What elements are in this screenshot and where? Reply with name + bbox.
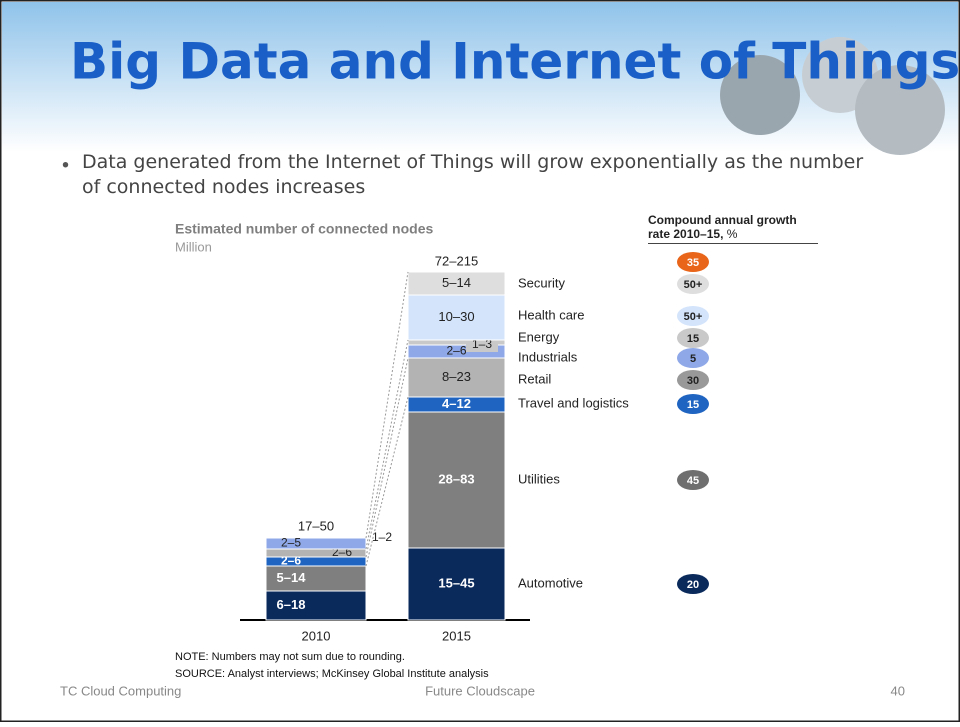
bar-total: 17–50 bbox=[298, 518, 334, 533]
bar-total: 72–215 bbox=[435, 253, 478, 268]
segment-label: 28–83 bbox=[438, 471, 474, 486]
growth-value: 45 bbox=[687, 475, 699, 487]
bar-category: 2015 bbox=[442, 628, 471, 643]
growth-badge bbox=[677, 348, 709, 368]
sector-label: Security bbox=[518, 275, 565, 290]
sky-background bbox=[2, 2, 958, 152]
bar-segment bbox=[407, 547, 506, 621]
growth-badge bbox=[677, 328, 709, 348]
segment-label: 1–3 bbox=[472, 337, 492, 351]
growth-value: 30 bbox=[687, 375, 699, 387]
sector-label: Health care bbox=[518, 307, 584, 322]
growth-badge bbox=[677, 252, 709, 272]
growth-badge bbox=[677, 574, 709, 594]
growth-badge bbox=[677, 394, 709, 414]
growth-value: 5 bbox=[690, 353, 696, 365]
bullet-dot: • bbox=[62, 154, 69, 176]
bar-category: 2010 bbox=[302, 628, 331, 643]
segment-label: 2–5 bbox=[281, 536, 301, 550]
bar-segment bbox=[407, 294, 506, 341]
segment-label: 4–12 bbox=[442, 396, 471, 411]
sector-label: Automotive bbox=[518, 575, 583, 590]
growth-value: 50+ bbox=[684, 279, 703, 291]
bar-segment bbox=[265, 590, 367, 621]
growth-value: 50+ bbox=[684, 311, 703, 323]
growth-badge bbox=[677, 306, 709, 326]
growth-value: 15 bbox=[687, 399, 699, 411]
footer-center: Future Cloudscape bbox=[425, 683, 535, 698]
bar-segment bbox=[265, 565, 367, 592]
chart-unit: Million bbox=[175, 239, 212, 254]
sector-label: Retail bbox=[518, 371, 551, 386]
growth-badge bbox=[677, 370, 709, 390]
callout-label: 1–2 bbox=[372, 530, 392, 544]
bar-segment bbox=[407, 271, 506, 296]
bullet-text: Data generated from the Internet of Thin… bbox=[82, 151, 864, 198]
sector-label: Industrials bbox=[518, 349, 578, 364]
segment-label: 6–18 bbox=[277, 597, 306, 612]
segment-label: 5–14 bbox=[277, 570, 307, 585]
connector bbox=[365, 396, 409, 567]
source: SOURCE: Analyst interviews; McKinsey Glo… bbox=[175, 668, 489, 680]
segment-label: 10–30 bbox=[438, 309, 474, 324]
sector-label: Travel and logistics bbox=[518, 395, 629, 410]
segment-label: 8–23 bbox=[442, 369, 471, 384]
slide-title: Big Data and Internet of Things bbox=[70, 33, 960, 91]
page-number: 40 bbox=[891, 683, 905, 698]
connector bbox=[365, 339, 409, 550]
connector bbox=[365, 357, 409, 558]
growth-header-box: Compound annual growth rate 2010–15, % bbox=[648, 213, 818, 244]
growth-unit: % bbox=[726, 227, 738, 241]
connector bbox=[365, 271, 409, 539]
bar-segment bbox=[407, 411, 506, 549]
bullet-box: Data generated from the Internet of Thin… bbox=[82, 151, 864, 198]
segment-label: 5–14 bbox=[442, 275, 471, 290]
footer-left: TC Cloud Computing bbox=[60, 683, 181, 698]
bar-segment bbox=[407, 357, 506, 398]
growth-value: 20 bbox=[687, 579, 699, 591]
bar-segment bbox=[265, 537, 367, 550]
growth-badge bbox=[677, 274, 709, 294]
note: NOTE: Numbers may not sum due to roundin… bbox=[175, 651, 405, 663]
growth-header: Compound annual growth rate 2010–15, bbox=[648, 213, 797, 241]
segment-label: 2–6 bbox=[446, 344, 466, 358]
sector-label: Energy bbox=[518, 329, 560, 344]
chart-title: Estimated number of connected nodes bbox=[175, 221, 433, 237]
growth-value: 35 bbox=[687, 257, 699, 269]
gears bbox=[720, 37, 945, 155]
sector-label: Utilities bbox=[518, 471, 560, 486]
growth-badge bbox=[677, 470, 709, 490]
segment-label: 15–45 bbox=[438, 575, 474, 590]
growth-value: 15 bbox=[687, 333, 699, 345]
